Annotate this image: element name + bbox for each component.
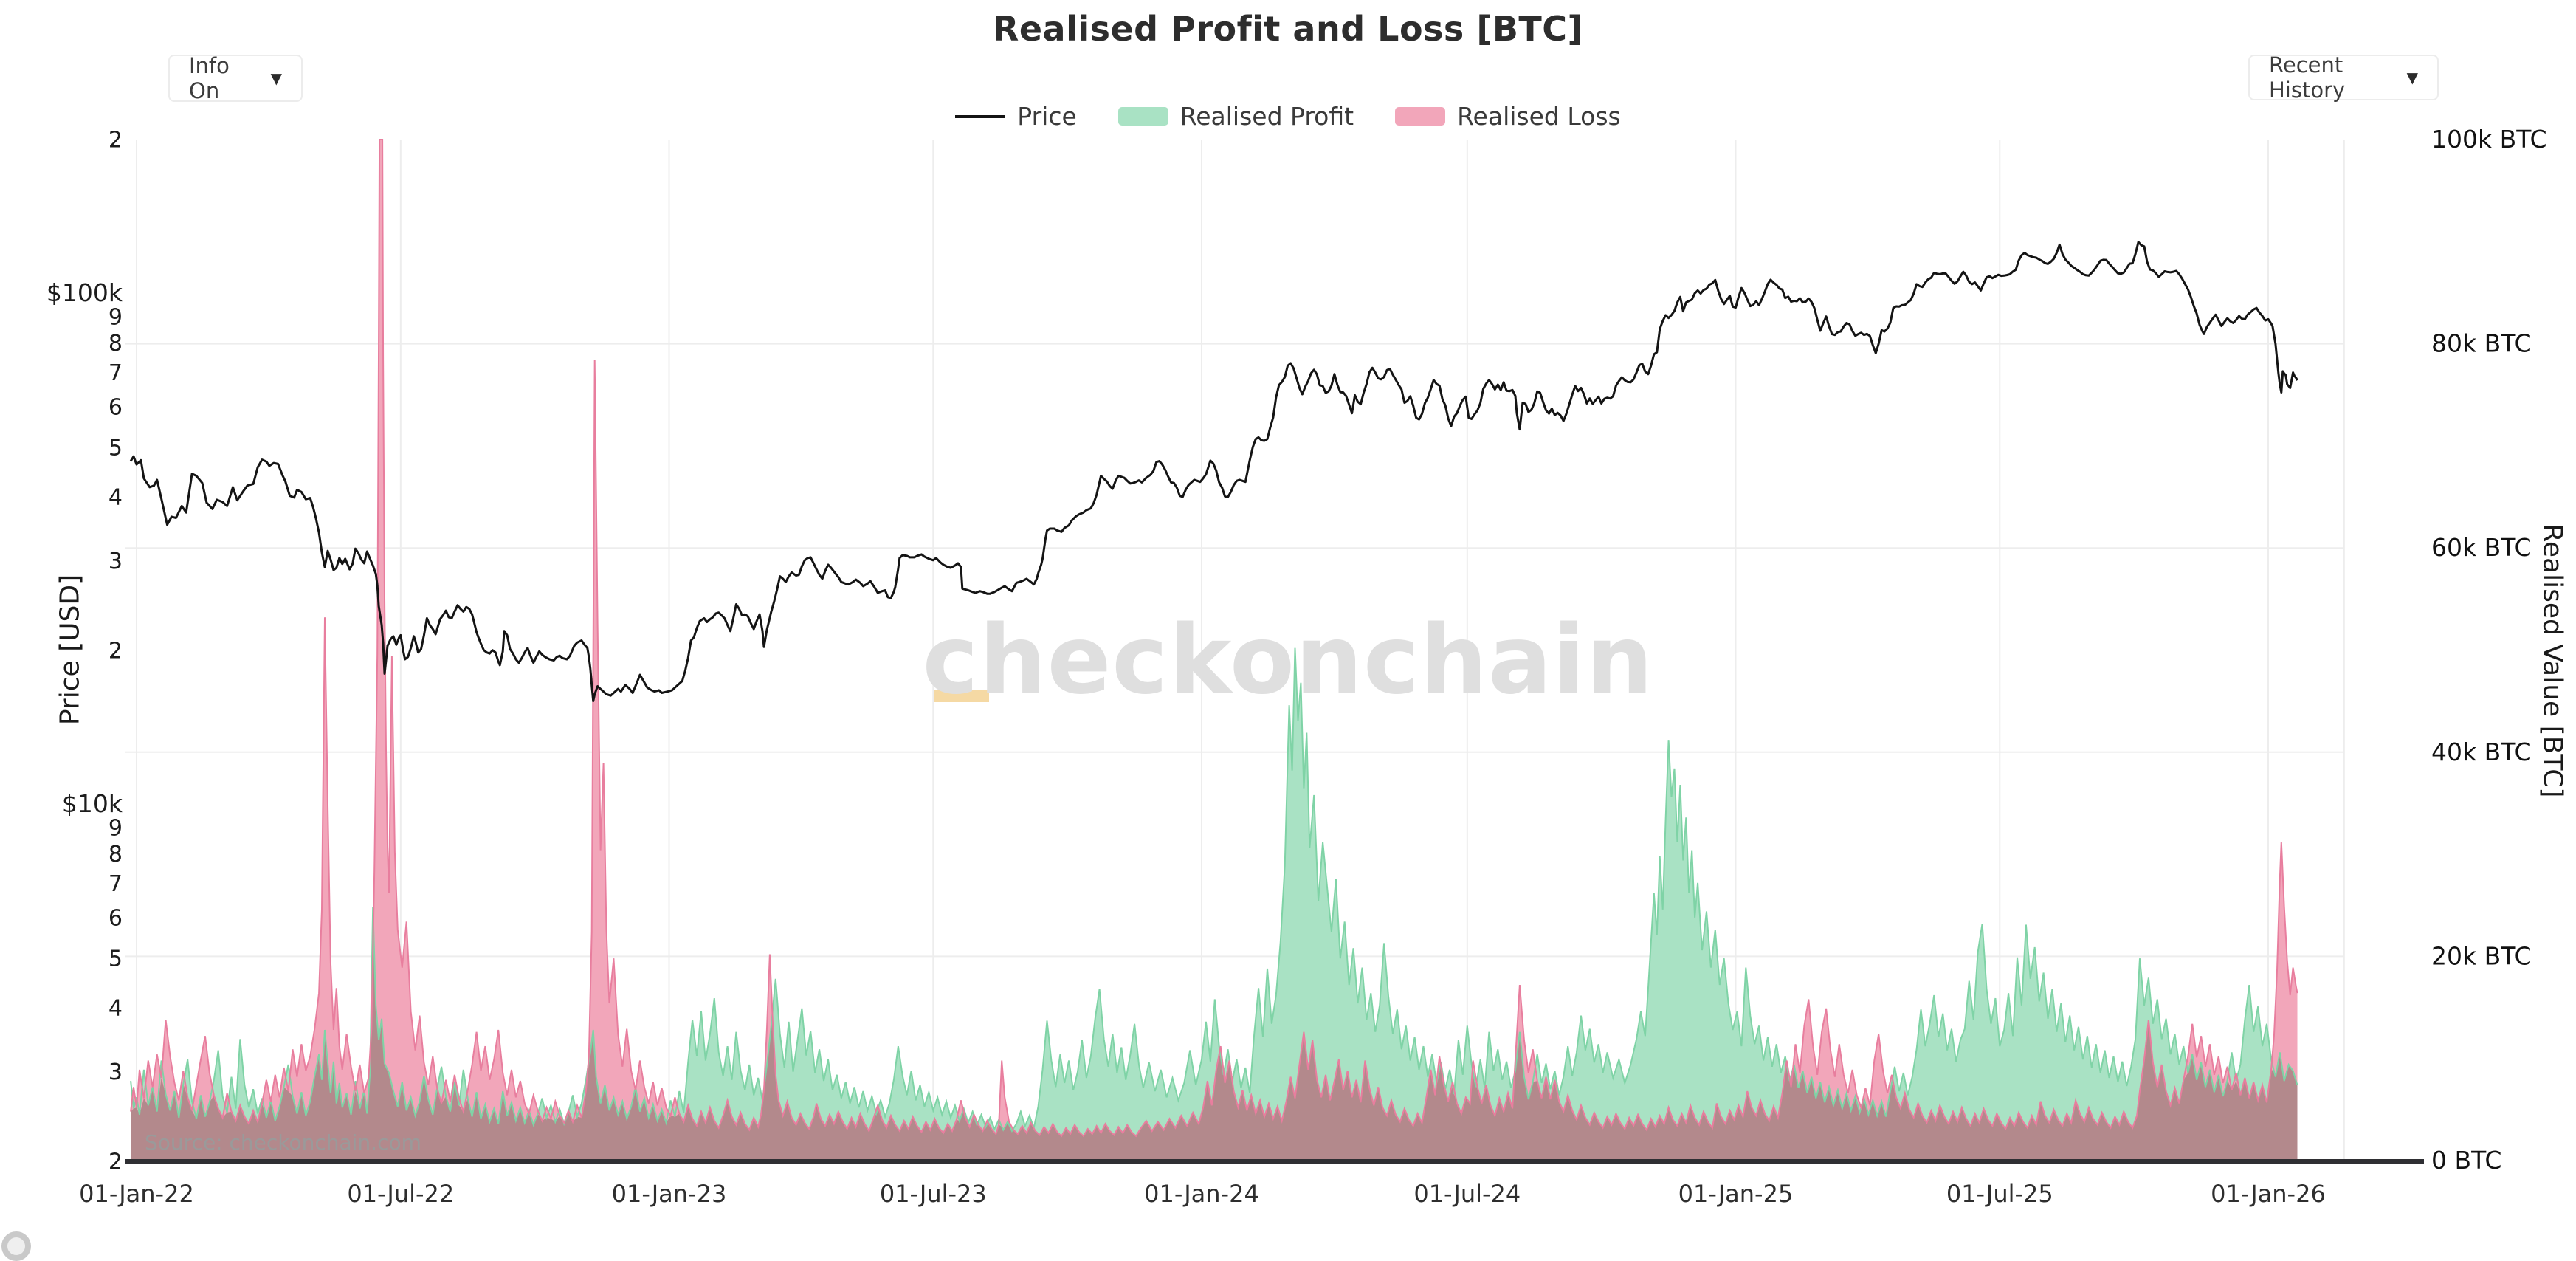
legend-label-price: Price bbox=[1017, 102, 1077, 131]
y-left-tick-label: 7 bbox=[109, 360, 123, 386]
realised-loss-edge bbox=[130, 139, 2298, 1138]
price-line-marker bbox=[955, 114, 1006, 118]
y-right-tick-label: 20k BTC bbox=[2431, 941, 2532, 970]
page-title: Realised Profit and Loss [BTC] bbox=[992, 9, 1584, 49]
x-axis-tick-label: 01-Jan-25 bbox=[1678, 1180, 1794, 1208]
y-left-tick-label: 2 bbox=[109, 128, 123, 154]
y-left-tick-label: 6 bbox=[109, 906, 123, 932]
info-toggle-dropdown[interactable]: Info On ▼ bbox=[168, 53, 303, 103]
y-right-tick-label: 80k BTC bbox=[2431, 329, 2532, 358]
y-left-tick-label: 3 bbox=[109, 549, 123, 574]
history-select-dropdown[interactable]: Recent History ▼ bbox=[2248, 52, 2439, 103]
watermark-underscore bbox=[934, 690, 989, 702]
source-note: Source: checkonchain.com bbox=[145, 1130, 421, 1155]
x-axis-tick-label: 01-Jul-25 bbox=[1946, 1180, 2053, 1208]
x-axis-tick-label: 01-Jan-26 bbox=[2211, 1180, 2326, 1208]
legend-item-realised-loss[interactable]: Realised Loss bbox=[1395, 102, 1621, 131]
y-right-tick-label: 0 BTC bbox=[2431, 1146, 2501, 1175]
x-axis-tick-label: 01-Jul-23 bbox=[880, 1180, 987, 1208]
x-axis-tick-label: 01-Jan-24 bbox=[1144, 1180, 1259, 1208]
legend-item-price[interactable]: Price bbox=[955, 102, 1077, 131]
y-left-tick-label: $10k bbox=[62, 789, 123, 818]
price-line bbox=[129, 241, 2298, 703]
y-left-tick-label: 9 bbox=[109, 305, 123, 331]
y-right-tick-label: 100k BTC bbox=[2431, 125, 2547, 154]
y-left-tick-label: 9 bbox=[109, 816, 123, 842]
profit-swatch bbox=[1117, 107, 1168, 126]
y-left-tick-label: 7 bbox=[109, 871, 123, 897]
y-left-tick-label: 5 bbox=[109, 946, 123, 972]
history-select-label: Recent History bbox=[2269, 52, 2346, 103]
y-left-tick-label: 8 bbox=[109, 331, 123, 357]
y-left-tick-label: 4 bbox=[109, 484, 123, 510]
x-axis-line bbox=[125, 1159, 2424, 1164]
chevron-down-icon: ▼ bbox=[2406, 69, 2418, 86]
legend: Price Realised Profit Realised Loss bbox=[0, 102, 2576, 131]
y-right-tick-label: 40k BTC bbox=[2431, 738, 2532, 766]
realised-loss-area bbox=[131, 140, 2298, 1161]
y-left-tick-label: 6 bbox=[109, 395, 123, 421]
info-toggle-label: Info On bbox=[189, 53, 230, 103]
chevron-down-icon: ▼ bbox=[270, 69, 282, 87]
loss-swatch bbox=[1395, 107, 1446, 126]
y-right-tick-label: 60k BTC bbox=[2431, 533, 2532, 562]
y-left-tick-label: $100k bbox=[47, 278, 123, 307]
realised-profit-edge bbox=[130, 647, 2298, 1133]
x-axis-tick-label: 01-Jan-23 bbox=[612, 1180, 727, 1208]
legend-label-realised-profit: Realised Profit bbox=[1179, 102, 1354, 131]
y-left-tick-label: 3 bbox=[109, 1059, 123, 1085]
profit-loss-overlap-area bbox=[131, 949, 2298, 1161]
x-axis-tick-label: 01-Jul-24 bbox=[1413, 1180, 1521, 1208]
y-left-tick-label: 4 bbox=[109, 995, 123, 1021]
watermark-text: checkonchain bbox=[923, 605, 1654, 715]
y-left-tick-label: 2 bbox=[109, 639, 123, 664]
x-axis-tick-label: 01-Jan-22 bbox=[79, 1180, 194, 1208]
legend-item-realised-profit[interactable]: Realised Profit bbox=[1117, 102, 1354, 131]
y-left-tick-label: 2 bbox=[109, 1150, 123, 1175]
y-left-tick-label: 5 bbox=[109, 435, 123, 461]
y-left-tick-label: 8 bbox=[109, 842, 123, 867]
x-axis-tick-label: 01-Jul-22 bbox=[347, 1180, 454, 1208]
site-logo-partial bbox=[1, 1231, 31, 1261]
legend-label-realised-loss: Realised Loss bbox=[1457, 102, 1621, 131]
